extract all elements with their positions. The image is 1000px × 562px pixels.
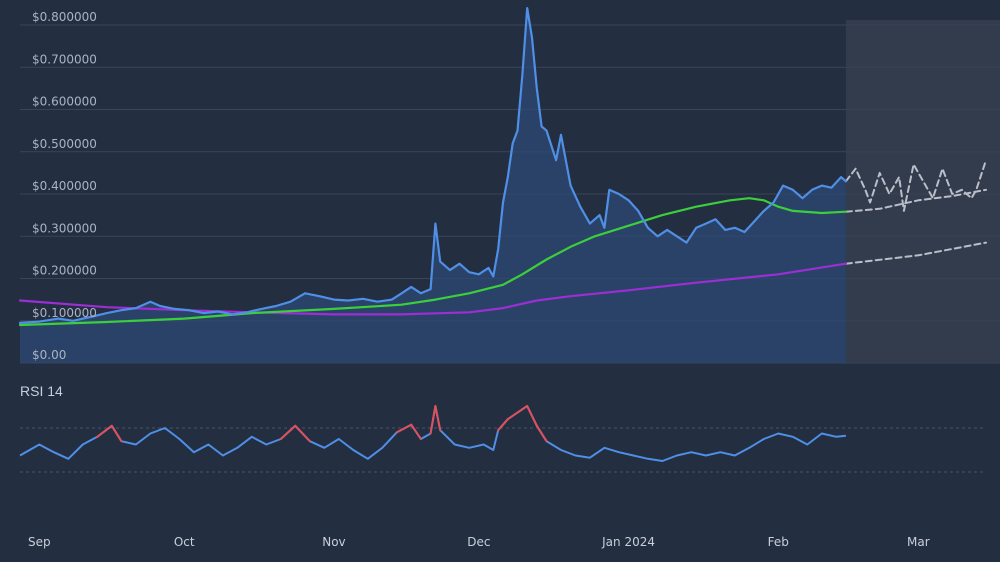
rsi-overbought-segment <box>110 424 123 443</box>
rsi-overbought-segment <box>434 405 442 432</box>
forecast-line <box>844 159 987 212</box>
rsi-overbought-segment <box>410 423 422 440</box>
x-tick-label: Jan 2024 <box>601 535 655 549</box>
y-tick-label: $0.00 <box>32 348 66 362</box>
y-tick-label: $0.700000 <box>32 52 97 66</box>
forecast-line <box>844 188 987 213</box>
series-line <box>18 197 847 327</box>
forecast-line <box>844 241 987 265</box>
price-axis-labels: $0.00 $0.100000 $0.200000 $0.300000 $0.40000… <box>32 10 97 362</box>
x-tick-label: Nov <box>322 535 345 549</box>
price-area <box>20 8 846 363</box>
y-tick-label: $0.300000 <box>32 221 97 235</box>
y-tick-label: $0.500000 <box>32 137 97 151</box>
y-tick-label: $0.400000 <box>32 179 97 193</box>
y-tick-label: $0.600000 <box>32 95 97 109</box>
series-line <box>18 7 847 324</box>
rsi-overbought-segment <box>535 424 548 443</box>
rsi-overbought-segment <box>526 405 538 427</box>
series-layer <box>18 7 987 327</box>
x-tick-label: Sep <box>28 535 51 549</box>
price-area-fill <box>20 8 846 363</box>
x-tick-label: Mar <box>907 535 930 549</box>
rsi-overbought-segment <box>516 405 529 414</box>
rsi-overbought-segment <box>279 424 297 440</box>
rsi-overbought-segment <box>395 423 413 434</box>
rsi-overbought-segment <box>429 405 437 435</box>
x-tick-label: Feb <box>768 535 789 549</box>
y-tick-label: $0.100000 <box>32 306 97 320</box>
rsi-panel: RSI 14 <box>19 383 986 473</box>
rsi-overbought-segment <box>294 424 311 443</box>
rsi-overbought-segment <box>497 418 509 432</box>
y-tick-label: $0.200000 <box>32 264 97 278</box>
y-tick-label: $0.800000 <box>32 10 97 24</box>
x-tick-label: Dec <box>467 535 490 549</box>
rsi-overbought-segment <box>96 424 113 438</box>
rsi-title: RSI 14 <box>20 383 63 399</box>
rsi-overbought-segment <box>506 411 519 421</box>
x-tick-label: Oct <box>174 535 195 549</box>
date-axis-labels: Sep Oct Nov Dec Jan 2024 Feb Mar <box>28 535 930 549</box>
